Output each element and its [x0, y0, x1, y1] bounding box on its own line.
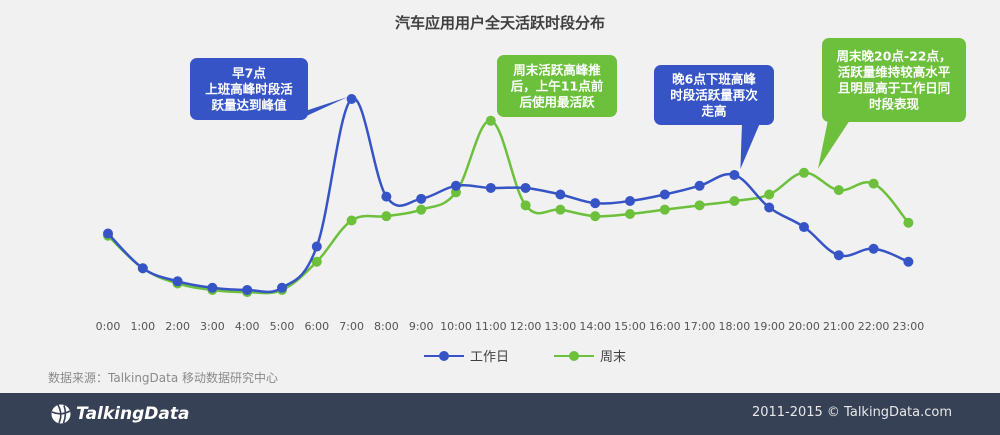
- x-tick-label: 22:00: [858, 320, 890, 333]
- data-point-weekend: [590, 211, 601, 222]
- data-point-weekday: [451, 180, 461, 191]
- x-tick-label: 21:00: [823, 320, 855, 333]
- legend-label-weekday: 工作日: [470, 350, 510, 365]
- data-point-weekday: [381, 191, 392, 202]
- x-tick-label: 9:00: [409, 320, 434, 333]
- data-point-weekend: [799, 167, 809, 178]
- logo-text: TalkingData: [76, 404, 190, 424]
- x-tick-label: 12:00: [510, 320, 542, 333]
- x-tick-label: 1:00: [130, 320, 155, 333]
- annotation-text: 早7点上班高峰时段活跃量达到峰值: [205, 66, 293, 113]
- x-tick-label: 13:00: [545, 320, 577, 333]
- data-point-weekend: [381, 211, 392, 222]
- data-point-weekend: [729, 195, 740, 206]
- x-tick-label: 23:00: [893, 320, 925, 333]
- x-tick-label: 15:00: [614, 320, 646, 333]
- data-point-weekday: [625, 195, 635, 206]
- data-point-weekday: [833, 250, 844, 261]
- talkingdata-logo: TalkingData: [50, 403, 189, 425]
- data-point-weekday: [207, 282, 218, 293]
- data-point-weekend: [520, 200, 531, 211]
- legend-label-weekend: 周末: [600, 350, 627, 365]
- x-tick-label: 19:00: [753, 320, 785, 333]
- x-tick-label: 8:00: [374, 320, 399, 333]
- data-point-weekend: [659, 204, 670, 215]
- x-tick-label: 16:00: [649, 320, 681, 333]
- data-point-weekday: [277, 282, 287, 293]
- series-line-weekday: [107, 97, 909, 294]
- data-point-weekday: [485, 182, 496, 193]
- data-point-weekend: [416, 204, 427, 215]
- legend-swatch-weekday: [424, 349, 464, 363]
- legend-item-weekday: 工作日: [424, 346, 509, 365]
- x-tick-label: 2:00: [165, 320, 190, 333]
- legend-item-weekend: 周末: [554, 346, 626, 365]
- data-point-weekday: [346, 94, 357, 104]
- footer-bar: TalkingData 2011-2015 © TalkingData.com: [0, 393, 1000, 435]
- data-point-weekday: [659, 189, 670, 200]
- data-point-weekday: [590, 198, 601, 209]
- data-point-weekend: [903, 217, 914, 228]
- annotation-text: 周末活跃高峰推后，上午11点前后使用最活跃: [511, 63, 604, 110]
- x-tick-label: 14:00: [579, 320, 611, 333]
- x-tick-label: 20:00: [788, 320, 820, 333]
- x-tick-label: 4:00: [235, 320, 260, 333]
- line-chart: 0:00 1:00 2:00 3:00 4:00 5:00 6:00 7:00 8:00 9:00…: [96, 38, 966, 333]
- annotation-pointer: [284, 97, 348, 118]
- data-point-weekday: [242, 284, 253, 295]
- x-tick-label: 17:00: [684, 320, 716, 333]
- data-point-weekday: [520, 182, 531, 193]
- data-point-weekend: [311, 256, 322, 267]
- x-tick-label: 7:00: [339, 320, 364, 333]
- series-line-weekend: [107, 119, 910, 295]
- data-point-weekday: [694, 180, 705, 191]
- data-point-weekend: [694, 200, 705, 211]
- data-point-weekday: [764, 202, 775, 213]
- x-tick-label: 6:00: [304, 320, 329, 333]
- annotation-box: [497, 55, 617, 117]
- data-point-weekday: [729, 169, 740, 180]
- data-point-weekend: [485, 115, 496, 126]
- legend-swatch-weekend: [554, 349, 594, 363]
- data-point-weekend: [764, 189, 775, 200]
- annotation-box: [654, 65, 774, 125]
- data-point-weekday: [311, 241, 322, 252]
- x-tick-label: 10:00: [440, 320, 472, 333]
- data-point-weekend: [833, 185, 844, 196]
- data-point-weekend: [625, 209, 635, 220]
- annotation-pointer: [818, 120, 850, 169]
- data-point-weekend: [346, 215, 357, 226]
- x-tick-label: 5:00: [270, 320, 295, 333]
- annotation-text: 周末晚20点-22点，活跃量维持较高水平且明显高于工作日同时段表现: [837, 49, 952, 112]
- data-point-weekday: [416, 193, 427, 204]
- data-source-note: 数据来源：TalkingData 移动数据研究中心: [48, 371, 279, 385]
- x-tick-label: 0:00: [96, 320, 121, 333]
- data-point-weekend: [555, 204, 566, 215]
- data-point-weekday: [903, 256, 914, 267]
- data-point-weekday: [799, 222, 809, 233]
- annotation-box: [822, 38, 966, 122]
- x-tick-label: 11:00: [475, 320, 507, 333]
- data-point-weekday: [137, 263, 148, 274]
- data-point-weekday: [172, 276, 183, 287]
- copyright-text: 2011-2015 © TalkingData.com: [751, 405, 952, 420]
- chart-title: 汽车应用用户全天活跃时段分布: [394, 14, 605, 32]
- data-point-weekday: [868, 243, 879, 254]
- data-point-weekday: [103, 228, 113, 239]
- data-point-weekday: [555, 189, 566, 200]
- data-point-weekend: [868, 178, 879, 189]
- annotation-box: [190, 58, 308, 120]
- annotation-text: 晚6点下班高峰时段活跃量再次走高: [670, 72, 758, 119]
- x-tick-label: 18:00: [719, 320, 751, 333]
- basketball-logo-icon: [51, 404, 71, 424]
- x-tick-label: 3:00: [200, 320, 225, 333]
- annotation-pointer: [740, 123, 760, 169]
